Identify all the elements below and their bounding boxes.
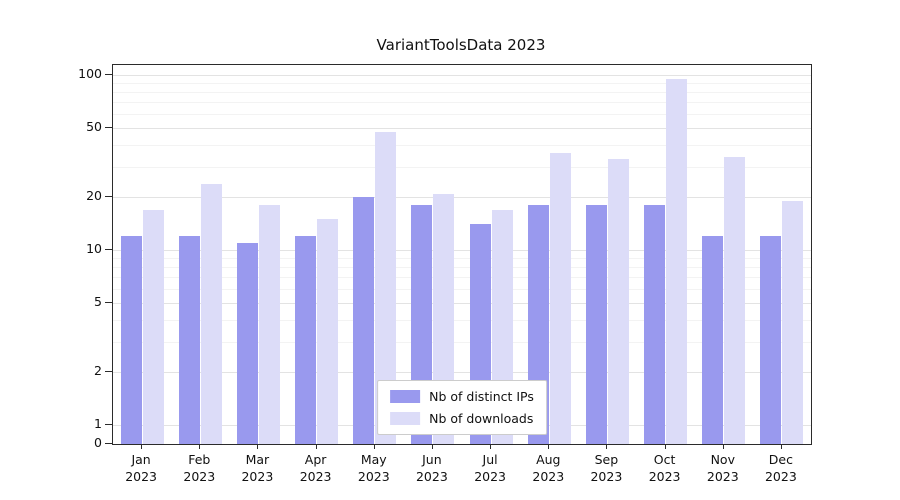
minor-gridline-70	[113, 102, 811, 104]
xtick-mark-feb	[199, 444, 201, 449]
xtick-label-dec: Dec 2023	[764, 452, 797, 484]
ytick-mark-0	[105, 443, 112, 444]
xtick-label-jul: Jul 2023	[474, 452, 506, 484]
minor-gridline-40	[113, 144, 811, 146]
xtick-label-nov: Nov 2023	[706, 452, 739, 484]
legend-swatch-distinct-ips	[390, 390, 421, 403]
bar-distinct-ips-feb	[178, 236, 200, 444]
minor-gridline-8	[113, 267, 811, 268]
legend-item-downloads: Nb of downloads	[390, 411, 534, 426]
xtick-label-apr: Apr 2023	[299, 452, 332, 484]
gridline-2	[113, 372, 811, 374]
xtick-mark-aug	[548, 444, 550, 449]
bar-downloads-jan	[142, 209, 164, 444]
xtick-mark-dec	[780, 444, 782, 449]
ytick-mark-100	[105, 74, 112, 75]
ytick-label-5: 5	[94, 293, 102, 309]
minor-gridline-9	[113, 258, 811, 259]
ytick-mark-1	[105, 424, 112, 425]
legend-label-downloads: Nb of downloads	[429, 411, 534, 426]
xtick-mark-oct	[664, 444, 666, 449]
xtick-mark-apr	[315, 444, 317, 449]
minor-gridline-3	[113, 341, 811, 343]
gridline-50	[113, 127, 811, 129]
bar-distinct-ips-may	[353, 197, 375, 444]
bar-distinct-ips-jan	[120, 236, 142, 444]
xtick-label-may: May 2023	[357, 452, 390, 484]
ytick-label-50: 50	[86, 118, 102, 134]
ytick-label-20: 20	[86, 188, 102, 204]
xtick-mark-may	[373, 444, 375, 449]
minor-gridline-60	[113, 113, 811, 115]
xtick-mark-sep	[606, 444, 608, 449]
legend-swatch-downloads	[390, 412, 421, 425]
minor-gridline-80	[113, 92, 811, 93]
xtick-mark-nov	[722, 444, 724, 449]
bar-downloads-aug	[549, 152, 571, 444]
bar-downloads-oct	[666, 78, 688, 444]
gridline-10	[113, 250, 811, 251]
ytick-mark-5	[105, 301, 112, 303]
bar-downloads-apr	[317, 219, 339, 444]
legend-item-distinct-ips: Nb of distinct IPs	[390, 389, 534, 404]
ytick-mark-20	[105, 196, 112, 198]
ytick-label-0: 0	[94, 435, 102, 450]
legend: Nb of distinct IPs Nb of downloads	[377, 380, 547, 435]
bar-downloads-may	[375, 132, 397, 444]
bar-downloads-mar	[258, 205, 280, 444]
bar-downloads-sep	[607, 159, 629, 444]
bar-distinct-ips-dec	[760, 236, 782, 444]
plot-area: Nb of distinct IPs Nb of downloads	[112, 64, 812, 445]
xtick-label-feb: Feb 2023	[183, 452, 216, 484]
xtick-label-sep: Sep 2023	[590, 452, 623, 484]
minor-gridline-4	[113, 319, 811, 321]
bar-distinct-ips-mar	[236, 242, 258, 444]
xtick-mark-jun	[431, 444, 433, 449]
gridline-5	[113, 302, 811, 304]
bar-distinct-ips-oct	[644, 205, 666, 444]
bar-distinct-ips-nov	[702, 236, 724, 444]
xtick-label-oct: Oct 2023	[648, 452, 681, 484]
minor-gridline-6	[113, 288, 811, 290]
xtick-mark-jan	[141, 444, 143, 449]
ytick-label-100: 100	[78, 66, 102, 81]
minor-gridline-7	[113, 277, 811, 279]
xtick-label-jun: Jun 2023	[415, 452, 448, 484]
ytick-mark-50	[105, 126, 112, 128]
gridline-100	[113, 75, 811, 76]
xtick-label-jan: Jan 2023	[125, 452, 157, 484]
bar-downloads-nov	[724, 157, 746, 444]
legend-label-distinct-ips: Nb of distinct IPs	[429, 389, 534, 404]
bar-downloads-dec	[782, 201, 804, 444]
xtick-mark-mar	[257, 444, 259, 449]
ytick-mark-2	[105, 371, 112, 373]
ytick-mark-10	[105, 249, 112, 250]
bar-distinct-ips-sep	[585, 205, 607, 444]
chart-title: VariantToolsData 2023	[376, 36, 546, 54]
ytick-label-1: 1	[94, 416, 102, 431]
xtick-label-aug: Aug 2023	[532, 452, 565, 484]
minor-gridline-30	[113, 166, 811, 168]
bar-distinct-ips-apr	[295, 236, 317, 444]
ytick-label-2: 2	[94, 363, 102, 379]
minor-gridline-90	[113, 83, 811, 84]
ytick-label-10: 10	[86, 241, 102, 256]
bar-downloads-feb	[200, 183, 222, 444]
gridline-20	[113, 197, 811, 199]
xtick-mark-jul	[490, 444, 492, 449]
xtick-label-mar: Mar 2023	[241, 452, 274, 484]
